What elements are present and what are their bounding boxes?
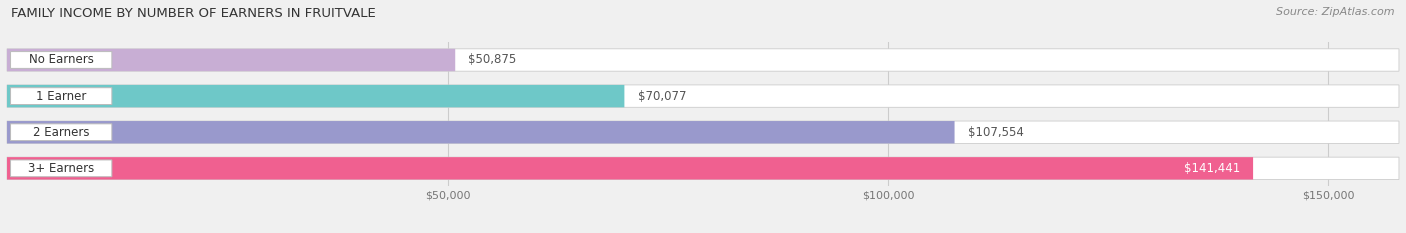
FancyBboxPatch shape <box>7 85 624 107</box>
Text: Source: ZipAtlas.com: Source: ZipAtlas.com <box>1277 7 1395 17</box>
FancyBboxPatch shape <box>7 157 1253 180</box>
Text: $50,875: $50,875 <box>468 54 516 66</box>
FancyBboxPatch shape <box>7 85 1399 107</box>
Text: $70,077: $70,077 <box>637 90 686 103</box>
Text: $107,554: $107,554 <box>967 126 1024 139</box>
Text: 3+ Earners: 3+ Earners <box>28 162 94 175</box>
FancyBboxPatch shape <box>7 157 1399 180</box>
FancyBboxPatch shape <box>11 88 112 105</box>
Text: 2 Earners: 2 Earners <box>32 126 90 139</box>
Text: FAMILY INCOME BY NUMBER OF EARNERS IN FRUITVALE: FAMILY INCOME BY NUMBER OF EARNERS IN FR… <box>11 7 375 20</box>
FancyBboxPatch shape <box>7 121 955 144</box>
FancyBboxPatch shape <box>11 160 112 177</box>
FancyBboxPatch shape <box>11 51 112 69</box>
Text: No Earners: No Earners <box>28 54 94 66</box>
FancyBboxPatch shape <box>7 49 456 71</box>
FancyBboxPatch shape <box>7 49 1399 71</box>
Text: 1 Earner: 1 Earner <box>37 90 86 103</box>
FancyBboxPatch shape <box>7 121 1399 144</box>
Text: $141,441: $141,441 <box>1184 162 1240 175</box>
FancyBboxPatch shape <box>11 124 112 141</box>
